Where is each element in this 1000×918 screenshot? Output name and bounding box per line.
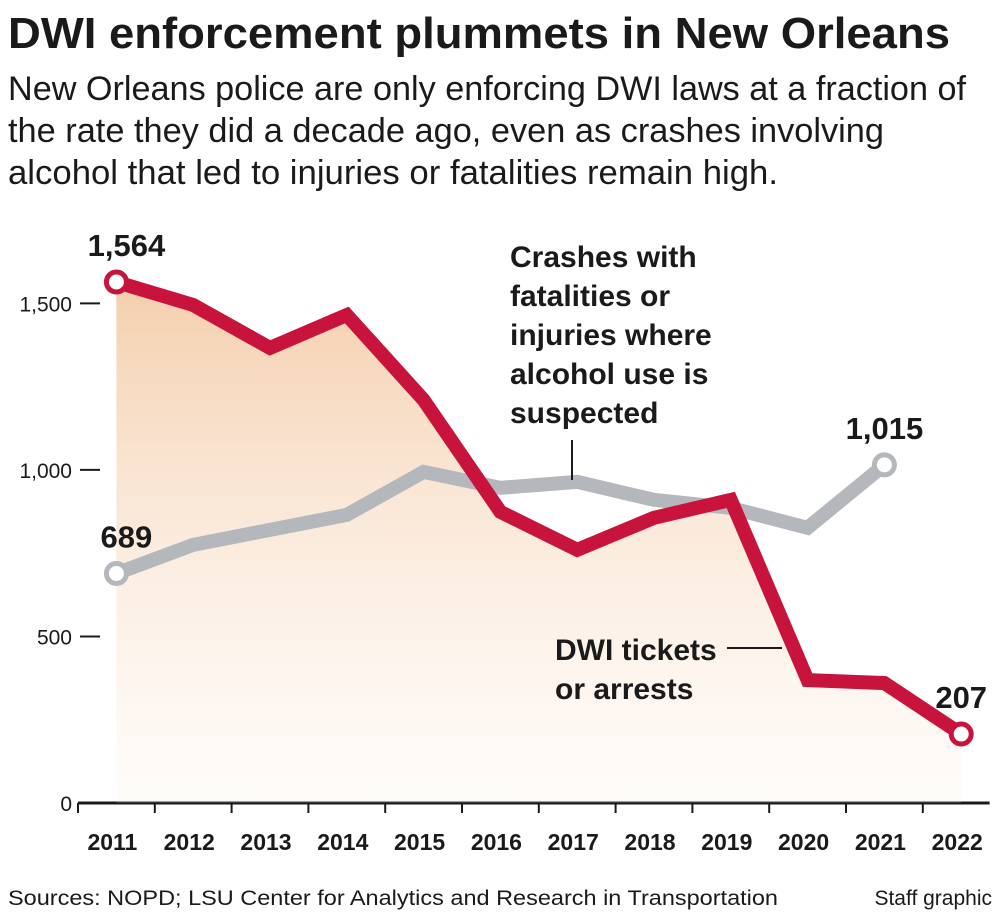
legend-label: fatalities or: [510, 280, 670, 313]
x-tick-label: 2013: [240, 829, 291, 855]
data-label: 1,015: [846, 411, 924, 446]
y-tick-label: 1,000: [19, 460, 72, 483]
legend-label: Crashes with: [510, 241, 697, 274]
data-label: 1,564: [88, 228, 166, 263]
x-tick-label: 2018: [624, 829, 675, 855]
x-tick-label: 2022: [932, 829, 983, 855]
chart-title: DWI enforcement plummets in New Orleans: [8, 9, 950, 58]
legend-label: alcohol use is: [510, 358, 708, 391]
y-tick-label: 0: [60, 793, 72, 816]
line: [113, 459, 889, 581]
marker: [871, 452, 897, 478]
x-tick-label: 2011: [87, 829, 137, 855]
x-tick-label: 2016: [471, 829, 522, 855]
x-tick-label: 2021: [855, 829, 906, 855]
marker: [948, 721, 974, 747]
data-label: 689: [101, 519, 153, 554]
x-tick-label: 2020: [778, 829, 829, 855]
subtitle: New Orleans police are only enforcing DW…: [8, 70, 967, 108]
legend-label: DWI tickets: [555, 634, 717, 667]
y-tick-label: 1,500: [19, 293, 72, 316]
area: [116, 281, 962, 803]
y-tick-label: 500: [37, 626, 72, 649]
subtitle: alcohol that led to injuries or fataliti…: [8, 154, 778, 192]
x-tick-label: 2012: [164, 829, 215, 855]
legend-label: injuries where: [510, 319, 712, 352]
credit: Staff graphic: [874, 887, 992, 910]
legend-label: suspected: [510, 397, 658, 430]
x-tick-label: 2019: [701, 829, 752, 855]
source: Sources: NOPD; LSU Center for Analytics …: [8, 887, 778, 910]
data-label: 207: [935, 680, 987, 715]
marker: [103, 560, 129, 586]
marker: [103, 269, 129, 295]
x-tick-label: 2014: [317, 829, 368, 855]
line: [114, 275, 966, 740]
x-tick-label: 2015: [394, 829, 445, 855]
legend-label: or arrests: [555, 673, 693, 706]
x-tick-label: 2017: [548, 829, 599, 855]
subtitle: the rate they did a decade ago, even as …: [8, 112, 884, 150]
